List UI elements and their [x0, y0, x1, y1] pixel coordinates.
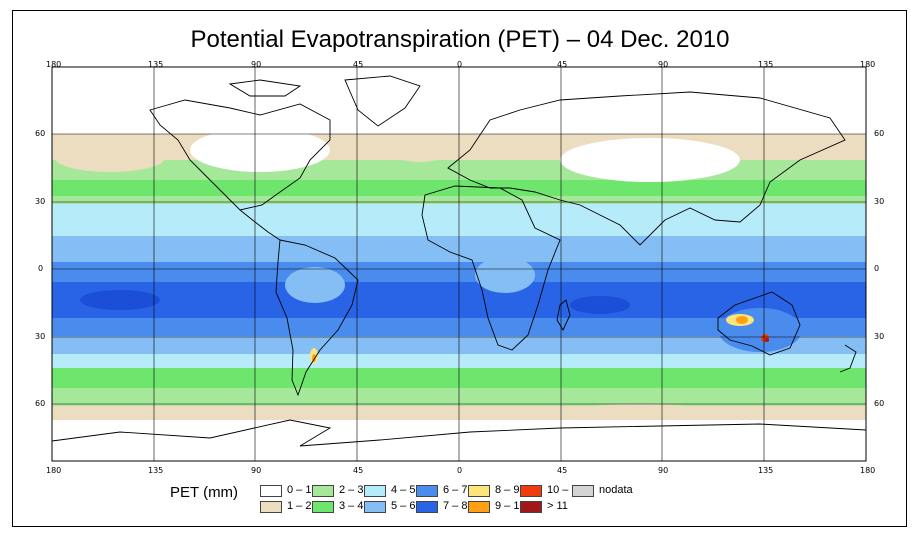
legend-label: 9 – 10 [495, 500, 526, 512]
lat-right-label: 30 [874, 332, 885, 341]
map-title: Potential Evapotranspiration (PET) – 04 … [190, 26, 730, 53]
patch-aus-orange [736, 316, 748, 324]
lon-bottom-label: 45 [353, 466, 364, 475]
patch-antarctic-tan [570, 404, 710, 420]
patch-aus-darkred [765, 338, 769, 342]
legend-label: 5 – 6 [391, 500, 416, 512]
lon-bottom-label: 90 [251, 466, 262, 475]
legend-swatch [312, 501, 334, 513]
lat-right-label: 60 [874, 399, 885, 408]
patch-aus-mid [718, 308, 802, 352]
coast-africa [421, 185, 561, 351]
legend-label: 7 – 8 [443, 500, 468, 512]
lat-right-label: 60 [874, 129, 885, 138]
lon-bottom-label: 135 [148, 466, 164, 475]
coast-greenland [344, 75, 421, 127]
lat-left-label: 60 [35, 399, 46, 408]
coast-south-america [275, 239, 359, 397]
lon-bottom-label: 135 [758, 466, 774, 475]
legend-swatch [468, 501, 490, 513]
lon-bottom-label: 0 [457, 466, 463, 475]
lon-top-label: 0 [457, 60, 463, 69]
coast-new-zealand [839, 344, 857, 373]
legend-swatch [364, 485, 386, 497]
patch-atlantic-tan [390, 138, 450, 162]
coast-antarctica [52, 419, 866, 447]
legend-title: PET (mm) [170, 484, 239, 501]
coast-australia [717, 291, 801, 356]
lon-bottom-label: 90 [658, 466, 669, 475]
lon-top-label: 90 [251, 60, 262, 69]
legend-label: > 11 [547, 500, 568, 512]
lon-bottom-label: 45 [557, 466, 568, 475]
lat-right-label: 30 [874, 197, 885, 206]
lon-top-label: 90 [658, 60, 669, 69]
figure-frame [12, 10, 907, 527]
legend-swatch [520, 485, 542, 497]
legend-swatch [364, 501, 386, 513]
legend-swatch [416, 485, 438, 497]
legend-swatch [260, 485, 282, 497]
legend-label: nodata [599, 484, 633, 496]
legend-swatch [416, 501, 438, 513]
patch-pac-deep1 [80, 290, 160, 310]
coast-central-america [239, 209, 281, 241]
legend-label: 3 – 4 [339, 500, 364, 512]
legend-label: 1 – 2 [287, 500, 312, 512]
legend-swatch [572, 485, 594, 497]
legend-label: 4 – 5 [391, 484, 416, 496]
map-border [51, 66, 867, 462]
lon-bottom-label: 180 [46, 466, 62, 475]
legend-swatch [312, 485, 334, 497]
legend-label: 0 – 1 [287, 484, 312, 496]
lon-top-label: 180 [46, 60, 62, 69]
legend-swatch [260, 501, 282, 513]
patch-asia-white [560, 138, 740, 182]
lat-left-label: 60 [35, 129, 46, 138]
lon-top-label: 135 [758, 60, 774, 69]
patch-amazon-light [285, 267, 345, 303]
patch-arg-orange [312, 354, 316, 362]
legend-label: 2 – 3 [339, 484, 364, 496]
lon-top-label: 180 [860, 60, 876, 69]
lon-bottom-label: 180 [860, 466, 876, 475]
graticule [52, 67, 866, 461]
lat-left-label: 0 [38, 264, 44, 273]
patch-ind-deep [570, 296, 630, 314]
lon-top-label: 45 [557, 60, 568, 69]
legend-label: 6 – 7 [443, 484, 468, 496]
lat-left-label: 30 [35, 197, 46, 206]
patch-pacific-tan [55, 144, 165, 172]
coast-eurasia [447, 91, 846, 246]
coast-madagascar [556, 299, 571, 331]
legend-swatch [468, 485, 490, 497]
lat-left-label: 30 [35, 332, 46, 341]
legend-label: 8 – 9 [495, 484, 520, 496]
lat-right-label: 0 [874, 264, 880, 273]
lon-top-label: 45 [353, 60, 364, 69]
legend-swatch [520, 501, 542, 513]
patch-africa-light [475, 257, 535, 293]
lon-top-label: 135 [148, 60, 164, 69]
patch-na-white [190, 128, 330, 172]
